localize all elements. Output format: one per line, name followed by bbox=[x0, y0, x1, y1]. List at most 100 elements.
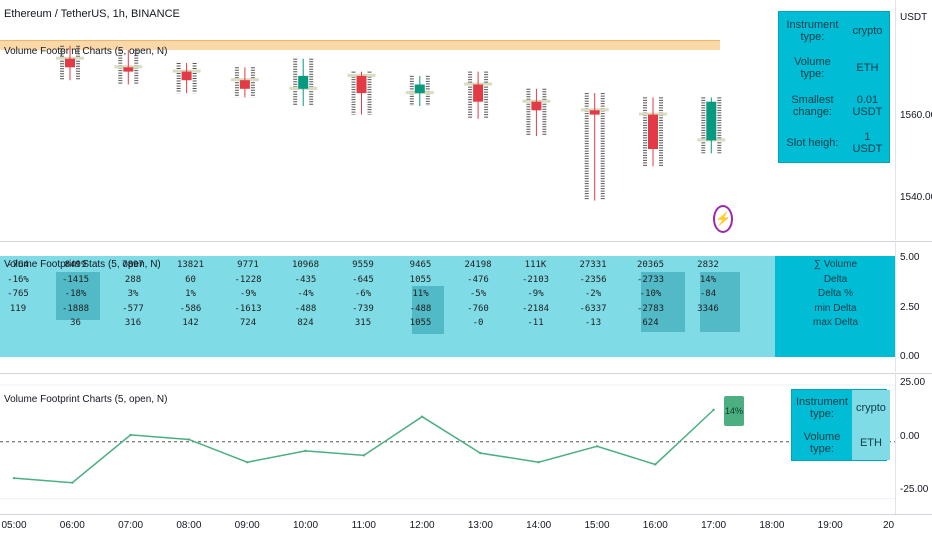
time-tick: 05:00 bbox=[1, 520, 27, 531]
data-point bbox=[71, 481, 74, 484]
candle-body bbox=[473, 84, 484, 102]
stats-highlight bbox=[641, 272, 685, 332]
pane-separator[interactable] bbox=[0, 241, 932, 242]
stats-cell-min-delta: -6337 bbox=[579, 303, 607, 314]
price-tick: 1540.00 bbox=[900, 192, 932, 203]
stats-column: 20365 -2733 -10% -2783 624 bbox=[623, 258, 679, 331]
time-tick: 11:00 bbox=[351, 520, 376, 531]
info-value: ETH bbox=[856, 62, 879, 75]
time-tick: 08:00 bbox=[176, 520, 202, 531]
row-label-min-delta: min Delta bbox=[814, 302, 857, 314]
stats-column: 27331 -2356 -2% -6337 -13 bbox=[565, 258, 621, 331]
footprint-candle bbox=[172, 63, 201, 94]
candle-body bbox=[414, 84, 425, 94]
stats-cell-delta-pct: -9% bbox=[239, 289, 257, 300]
row-label-delta-pct: Delta % bbox=[817, 288, 853, 300]
data-point bbox=[129, 433, 132, 437]
stats-cell-delta-pct: -6% bbox=[354, 289, 372, 300]
candle-body bbox=[239, 80, 250, 89]
time-tick: 12:00 bbox=[409, 520, 435, 531]
lower-tick: 25.00 bbox=[900, 377, 926, 388]
stats-row-label-cell bbox=[775, 256, 895, 357]
data-point bbox=[595, 445, 599, 448]
data-point bbox=[420, 415, 424, 418]
stats-cell-max-delta: 142 bbox=[182, 318, 199, 329]
last-value-badge: 14% bbox=[724, 396, 744, 426]
stats-cell-volume: 20365 bbox=[636, 260, 665, 270]
stats-table-background bbox=[0, 256, 895, 357]
price-tick: 1560.00 bbox=[900, 110, 932, 121]
stats-cell-delta-pct: 11% bbox=[412, 289, 429, 300]
delta-pct-series-line bbox=[13, 409, 715, 484]
footprint-candle bbox=[114, 50, 143, 85]
stats-column: 10968 -435 -4% -488 824 bbox=[278, 258, 334, 331]
stats-cell-volume: 10968 bbox=[291, 260, 320, 270]
price-candles[interactable] bbox=[0, 0, 895, 240]
row-label-delta: Delta bbox=[823, 273, 848, 285]
time-axis-line bbox=[0, 514, 932, 515]
stats-cell-volume: 27331 bbox=[579, 260, 607, 270]
stats-cell-volume: 111K bbox=[524, 260, 547, 270]
stats-cell-delta-pct: -5% bbox=[469, 289, 487, 300]
lower-info-box: Instrument type: crypto Volume type: ETH bbox=[791, 389, 890, 461]
indicator-label: Volume Footprint Charts (5, open, N) bbox=[4, 46, 168, 57]
stats-column: 13821 60 1% -586 142 bbox=[163, 258, 219, 331]
stats-axis[interactable] bbox=[895, 242, 932, 372]
candle-body bbox=[648, 114, 658, 149]
price-axis-unit: USDT bbox=[900, 12, 928, 23]
info-label: Slot heigh: bbox=[786, 137, 839, 150]
pane-separator[interactable] bbox=[0, 373, 932, 374]
stats-cell-min-delta: -760 bbox=[467, 303, 489, 314]
stats-cell-delta: -435 bbox=[294, 274, 317, 285]
stats-cell-max-delta: 3346 bbox=[697, 303, 719, 314]
stats-cell-delta: -1415 bbox=[61, 274, 90, 285]
delta-pct-line-chart[interactable] bbox=[0, 374, 895, 514]
stats-cell-max-delta: 315 bbox=[354, 318, 372, 329]
price-axis[interactable] bbox=[895, 0, 932, 240]
time-tick: 20 bbox=[882, 520, 895, 531]
stats-cell-max-delta: 824 bbox=[297, 318, 314, 329]
chart-title: Ethereum / TetherUS, 1h, BINANCE bbox=[4, 8, 180, 20]
time-tick: 14:00 bbox=[526, 520, 552, 531]
stats-cell-volume: 7897 bbox=[122, 260, 144, 270]
stats-cell-min-delta: -2184 bbox=[521, 303, 550, 314]
stats-column: 2832 14% -84 3346 bbox=[680, 258, 736, 316]
footprint-candle bbox=[580, 93, 609, 201]
info-value: 0.01 USDT bbox=[852, 93, 883, 118]
lower-axis[interactable] bbox=[895, 374, 932, 514]
stats-cell-max-delta: -11 bbox=[527, 318, 544, 329]
stats-title: Volume Footprint Stats (5, open, N) bbox=[4, 259, 161, 270]
info-label: Instrument type: bbox=[786, 18, 839, 43]
footprint-candle bbox=[405, 75, 434, 106]
stats-cell-max-delta: 1055 bbox=[409, 318, 432, 329]
time-tick: 09:00 bbox=[234, 520, 260, 531]
stats-cell-min-delta: -586 bbox=[179, 303, 202, 314]
info-value: crypto bbox=[851, 390, 890, 425]
lower-tick: 0.00 bbox=[900, 431, 920, 442]
footprint-candle bbox=[522, 88, 551, 137]
data-point bbox=[654, 463, 657, 466]
resistance-band bbox=[0, 40, 720, 50]
stats-cell-volume: 9465 bbox=[409, 260, 432, 270]
stats-cell-min-delta: -488 bbox=[294, 303, 317, 314]
data-point bbox=[187, 438, 191, 441]
candle-body bbox=[298, 75, 309, 89]
stats-column: 7897 288 3% -577 316 bbox=[105, 258, 161, 331]
time-tick: 18:00 bbox=[759, 520, 785, 531]
candle-body bbox=[706, 101, 717, 141]
time-tick: 19:00 bbox=[817, 520, 843, 531]
price-pane[interactable]: Ethereum / TetherUS, 1h, BINANCE Volume … bbox=[0, 0, 895, 240]
stats-cell-delta: -764 bbox=[7, 260, 29, 270]
stats-cell-max-delta: 316 bbox=[124, 318, 142, 329]
info-value: 1 USDT bbox=[852, 131, 883, 156]
candle-body bbox=[181, 71, 192, 81]
footprint-candle bbox=[639, 97, 667, 167]
stats-cell-max-delta: 119 bbox=[9, 303, 27, 314]
stats-cell-delta: 1055 bbox=[409, 274, 432, 285]
stats-cell-delta: -2733 bbox=[636, 274, 665, 285]
alert-lightning-icon[interactable]: ⚡ bbox=[713, 205, 733, 233]
info-label: Volume type: bbox=[794, 56, 831, 81]
stats-cell-max-delta: -13 bbox=[584, 318, 602, 329]
stats-cell-min-delta: -488 bbox=[409, 303, 432, 314]
stats-cell-delta-pct: -10% bbox=[639, 289, 662, 300]
